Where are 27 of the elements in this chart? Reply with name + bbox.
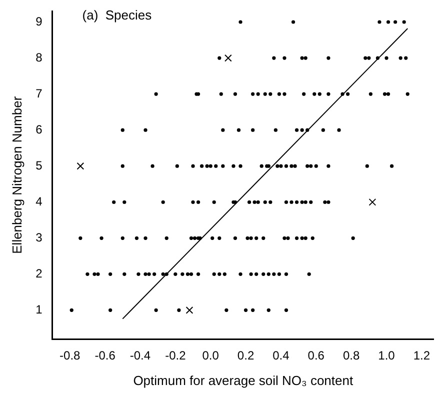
- y-tick-label: 4: [36, 194, 43, 208]
- x-tick-label: 0.2: [237, 348, 254, 363]
- y-tick-label: 1: [36, 302, 43, 316]
- x-tick-label: -0.2: [165, 348, 186, 363]
- x-tick-label: 0.8: [342, 348, 360, 363]
- x-tick-label: 1.2: [413, 348, 430, 363]
- y-axis-title: Ellenberg Nitrogen Number: [9, 96, 24, 254]
- x-tick-label: -0.6: [94, 348, 116, 363]
- y-tick-label: 3: [36, 230, 43, 244]
- y-tick-label: 5: [36, 158, 43, 172]
- x-tick-label: 0.6: [308, 348, 325, 363]
- point: [224, 54, 232, 62]
- x-tick-label: -0.8: [60, 348, 81, 363]
- chart-title: (a) Species: [82, 7, 152, 22]
- y-tick-label: 8: [36, 50, 43, 64]
- point: [368, 198, 376, 206]
- x-tick-label: 1.0: [378, 348, 396, 363]
- x-tick-label: 0.0: [202, 348, 220, 363]
- x-tick-label: -0.4: [130, 348, 151, 363]
- y-tick-label: 9: [36, 14, 43, 28]
- point: [76, 162, 84, 170]
- x-tick-label: 0.4: [272, 348, 290, 363]
- y-tick-label: 7: [36, 86, 43, 100]
- x-axis-title: Optimum for average soil NO₃ content: [133, 372, 354, 388]
- y-tick-label: 6: [36, 122, 43, 136]
- y-tick-label: 2: [36, 266, 43, 280]
- point: [186, 306, 194, 314]
